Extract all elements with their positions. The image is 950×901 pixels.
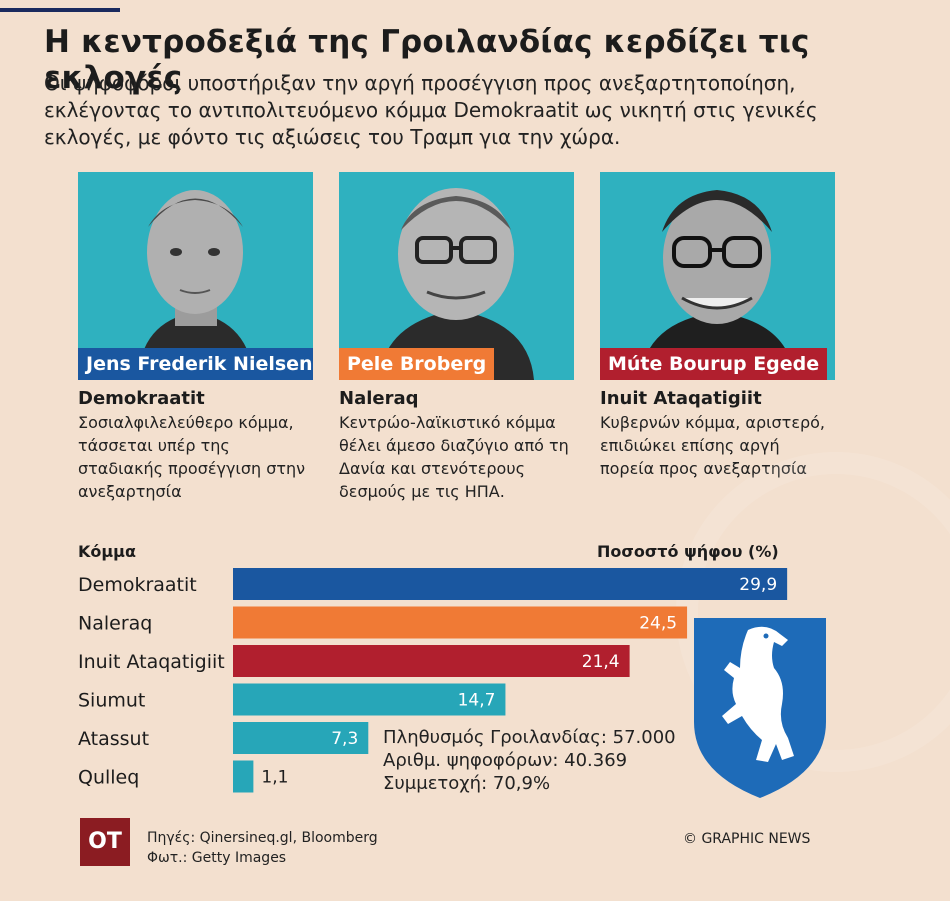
- candidate-card-demokraatit: Jens Frederik Nielsen Demokraatit Σοσιαλ…: [78, 172, 313, 503]
- candidate-photo: Pele Broberg: [339, 172, 574, 380]
- top-accent-rule: [0, 8, 120, 12]
- bar: [233, 760, 254, 793]
- bar: [233, 606, 688, 639]
- bar-value-label: 24,5: [639, 614, 677, 634]
- sources: Πηγές: Qinersineq.gl, Bloomberg Φωτ.: Ge…: [147, 828, 378, 868]
- stat-turnout: Συμμετοχή: 70,9%: [383, 773, 551, 794]
- bar-category-label: Siumut: [78, 690, 145, 712]
- candidate-photo: Múte Bourup Egede: [600, 172, 835, 380]
- stats-block: Πληθυσμός Γροιλανδίας: 57.000 Αριθμ. ψηφ…: [383, 726, 676, 795]
- candidate-name: Múte Bourup Egede: [600, 348, 828, 380]
- candidate-name: Pele Broberg: [339, 348, 495, 380]
- candidate-card-naleraq: Pele Broberg Naleraq Κεντρώο-λαϊκιστικό …: [339, 172, 574, 503]
- bar-category-label: Atassut: [78, 728, 149, 750]
- subheadline: Οι ψηφοφόροι υποστήριξαν την αργή προσέγ…: [44, 71, 818, 149]
- bar-value-label: 14,7: [458, 691, 496, 711]
- bar-category-label: Demokraatit: [78, 574, 197, 596]
- bar-category-label: Qulleq: [78, 767, 139, 789]
- candidate-name: Jens Frederik Nielsen: [78, 348, 313, 380]
- column-header-vote-share: Ποσοστό ψήφου (%): [597, 542, 779, 561]
- polar-bear-shield-icon: [690, 612, 830, 806]
- candidate-party: Inuit Ataqatigiit: [600, 388, 762, 409]
- bar-value-label: 21,4: [582, 652, 620, 672]
- bar: [233, 645, 630, 677]
- stat-population: Πληθυσμός Γροιλανδίας: 57.000: [383, 727, 676, 748]
- stat-voters: Αριθμ. ψηφοφόρων: 40.369: [383, 750, 628, 771]
- sources-line: Πηγές: Qinersineq.gl, Bloomberg: [147, 830, 378, 846]
- bar: [233, 568, 788, 600]
- bar-value-label: 29,9: [739, 575, 777, 595]
- candidate-card-inuit-ataqatigiit: Múte Bourup Egede Inuit Ataqatigiit Κυβε…: [600, 172, 835, 480]
- photo-credit-line: Φωτ.: Getty Images: [147, 850, 287, 866]
- bar-category-label: Naleraq: [78, 613, 152, 635]
- candidate-party: Naleraq: [339, 388, 419, 409]
- graphic-credit: © GRAPHIC NEWS: [683, 831, 811, 847]
- vote-share-bar-chart: Demokraatit 29,9 Naleraq 24,5 Inuit Ataqatig…: [78, 568, 788, 793]
- bar-value-label: 1,1: [261, 768, 288, 788]
- bar-value-label: 7,3: [331, 729, 358, 749]
- bar: [233, 683, 506, 716]
- bar: [233, 722, 369, 754]
- column-header-party: Κόμμα: [78, 542, 136, 561]
- candidate-description: Σοσιαλφιλελεύθερο κόμμα, τάσσεται υπέρ τ…: [78, 413, 306, 501]
- candidate-description: Κεντρώο-λαϊκιστικό κόμμα θέλει άμεσο δια…: [339, 413, 569, 501]
- candidate-party: Demokraatit: [78, 388, 205, 409]
- headline: Η κεντροδεξιά της Γροιλανδίας κερδίζει τ…: [44, 24, 810, 96]
- candidate-photo: Jens Frederik Nielsen: [78, 172, 313, 380]
- ot-logo: OT: [80, 818, 130, 866]
- bar-category-label: Inuit Ataqatigiit: [78, 651, 225, 673]
